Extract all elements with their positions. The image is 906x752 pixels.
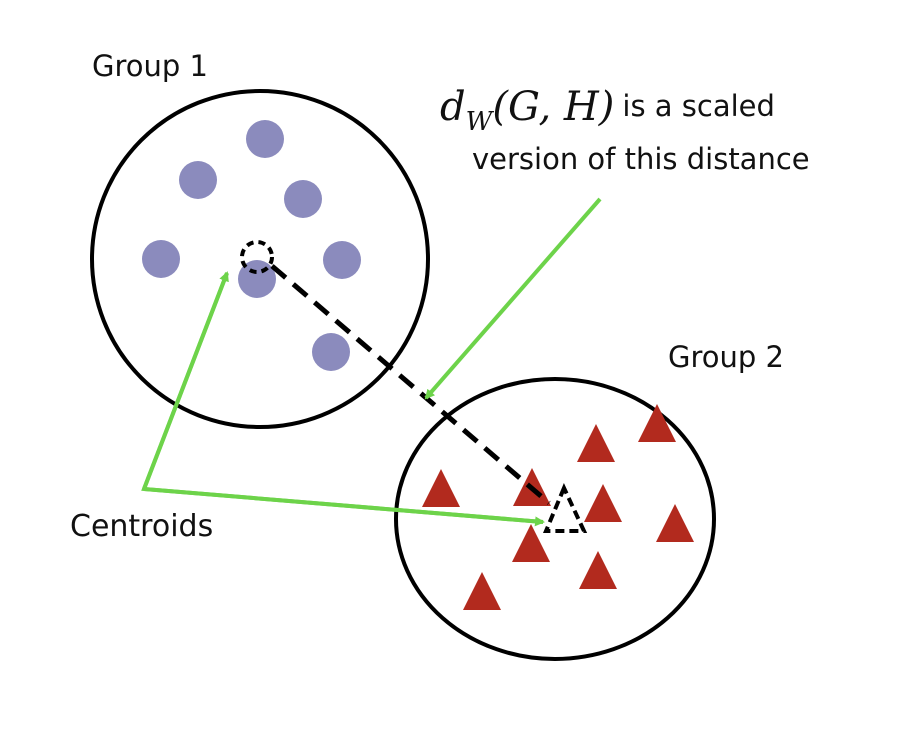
formula-arguments: (G, H) bbox=[492, 84, 615, 130]
group2-centroid bbox=[542, 483, 588, 533]
group2-label: Group 2 bbox=[668, 340, 784, 374]
formula-caption-line2: version of this distance bbox=[472, 142, 810, 176]
distance-pointer-arrow bbox=[424, 197, 602, 400]
group2-point bbox=[422, 469, 460, 507]
centroids-label: Centroids bbox=[70, 509, 214, 544]
centroid-distance-line bbox=[270, 264, 551, 505]
formula-line-1: dW(G, H) is a scaled bbox=[440, 84, 775, 137]
group1-point bbox=[142, 240, 180, 278]
formula-caption-line1: is a scaled bbox=[622, 89, 775, 123]
centroid2-arrow bbox=[143, 487, 545, 527]
group2-point bbox=[656, 504, 694, 542]
group2-point bbox=[463, 572, 501, 610]
group2-point bbox=[512, 524, 550, 562]
group2-point bbox=[577, 424, 615, 462]
group1-points bbox=[142, 120, 361, 371]
group1-point bbox=[179, 161, 217, 199]
group1-boundary bbox=[90, 89, 430, 429]
distance-formula: dW(G, H) bbox=[440, 84, 615, 137]
group1-point bbox=[312, 333, 350, 371]
group2-boundary bbox=[394, 377, 716, 661]
group1-label: Group 1 bbox=[92, 49, 208, 83]
group1-point bbox=[246, 120, 284, 158]
group1-point bbox=[323, 241, 361, 279]
centroid1-arrow bbox=[142, 271, 229, 490]
centroids-pointer-lines bbox=[141, 272, 544, 524]
group1-point bbox=[284, 180, 322, 218]
formula-symbol: d bbox=[440, 84, 466, 130]
group2-point bbox=[579, 551, 617, 589]
group1-centroid bbox=[240, 240, 274, 274]
group2-point bbox=[584, 484, 622, 522]
formula-subscript: W bbox=[465, 107, 493, 137]
group2-point bbox=[638, 404, 676, 442]
